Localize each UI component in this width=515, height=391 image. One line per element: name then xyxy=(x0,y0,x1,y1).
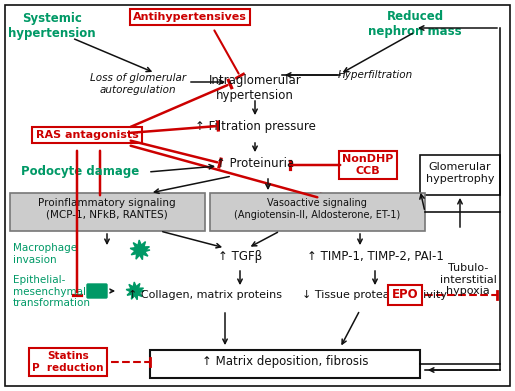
Text: ↑ TGFβ: ↑ TGFβ xyxy=(218,250,262,263)
Text: ↑ TIMP-1, TIMP-2, PAI-1: ↑ TIMP-1, TIMP-2, PAI-1 xyxy=(306,250,443,263)
Text: Intraglomerular
hypertension: Intraglomerular hypertension xyxy=(209,74,301,102)
Text: Epithelial-
mesenchymal
transformation: Epithelial- mesenchymal transformation xyxy=(13,275,91,308)
Text: Podocyte damage: Podocyte damage xyxy=(21,165,139,178)
Text: Systemic
hypertension: Systemic hypertension xyxy=(8,12,96,40)
Text: ↑ Matrix deposition, fibrosis: ↑ Matrix deposition, fibrosis xyxy=(202,355,368,368)
Bar xyxy=(10,193,205,231)
Text: NonDHP
CCB: NonDHP CCB xyxy=(342,154,393,176)
Bar xyxy=(420,155,500,195)
Text: ↑ Proteinuria: ↑ Proteinuria xyxy=(216,157,294,170)
FancyBboxPatch shape xyxy=(87,284,107,298)
Text: Macrophage
invasion: Macrophage invasion xyxy=(13,243,77,265)
Text: ↑ Filtration pressure: ↑ Filtration pressure xyxy=(195,120,315,133)
Text: Hyperfiltration: Hyperfiltration xyxy=(337,70,413,80)
Text: Vasoactive signaling
(Angiotensin-II, Aldosterone, ET-1): Vasoactive signaling (Angiotensin-II, Al… xyxy=(234,198,400,220)
Text: ↓ Tissue protease activity: ↓ Tissue protease activity xyxy=(302,290,448,300)
Text: Proinflammatory signaling
(MCP-1, NFkB, RANTES): Proinflammatory signaling (MCP-1, NFkB, … xyxy=(38,198,176,220)
Text: ↑ Collagen, matrix proteins: ↑ Collagen, matrix proteins xyxy=(128,290,282,300)
Text: EPO: EPO xyxy=(392,289,418,301)
Text: Tubulo-
interstitial
hypoxia: Tubulo- interstitial hypoxia xyxy=(440,263,496,296)
Text: Loss of glomerular
autoregulation: Loss of glomerular autoregulation xyxy=(90,73,186,95)
Bar xyxy=(210,193,425,231)
Text: Reduced
nephron mass: Reduced nephron mass xyxy=(368,10,462,38)
Polygon shape xyxy=(130,240,150,260)
Polygon shape xyxy=(126,282,144,300)
Text: RAS antagonists: RAS antagonists xyxy=(36,130,139,140)
Bar xyxy=(150,350,420,378)
Text: Statins
P  reduction: Statins P reduction xyxy=(32,351,104,373)
Text: Antihypertensives: Antihypertensives xyxy=(133,12,247,22)
Text: Glomerular
hypertrophy: Glomerular hypertrophy xyxy=(426,162,494,184)
